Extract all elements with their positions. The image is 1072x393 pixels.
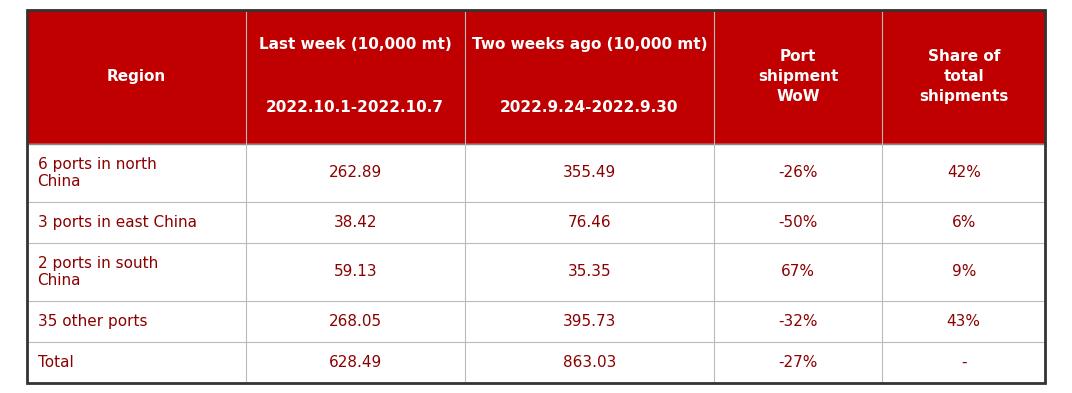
Text: 42%: 42% [947, 165, 981, 180]
Text: 628.49: 628.49 [329, 355, 382, 370]
Bar [27, 243, 1045, 301]
Text: 262.89: 262.89 [329, 165, 382, 180]
Text: -50%: -50% [778, 215, 818, 230]
Text: 268.05: 268.05 [329, 314, 382, 329]
Text: 2 ports in south
China: 2 ports in south China [38, 256, 158, 288]
Text: Total: Total [38, 355, 73, 370]
Text: 355.49: 355.49 [563, 165, 616, 180]
Text: Region: Region [106, 69, 166, 84]
Text: 6%: 6% [952, 215, 976, 230]
Bar [27, 342, 1045, 383]
Text: 2022.10.1-2022.10.7: 2022.10.1-2022.10.7 [266, 100, 444, 115]
Text: Port
shipment
WoW: Port shipment WoW [758, 50, 838, 104]
Text: -32%: -32% [778, 314, 818, 329]
Bar [27, 144, 1045, 202]
Text: 43%: 43% [947, 314, 981, 329]
Text: Share of
total
shipments: Share of total shipments [919, 50, 1009, 104]
Text: -: - [961, 355, 967, 370]
Text: Last week (10,000 mt): Last week (10,000 mt) [258, 37, 451, 52]
Bar [27, 202, 1045, 243]
Text: Two weeks ago (10,000 mt): Two weeks ago (10,000 mt) [472, 37, 708, 52]
Text: 38.42: 38.42 [333, 215, 377, 230]
Text: -26%: -26% [778, 165, 818, 180]
Text: 2022.9.24-2022.9.30: 2022.9.24-2022.9.30 [501, 100, 679, 115]
Text: 395.73: 395.73 [563, 314, 616, 329]
Text: 863.03: 863.03 [563, 355, 616, 370]
Text: 76.46: 76.46 [568, 215, 611, 230]
Text: 35.35: 35.35 [568, 264, 611, 279]
Bar [27, 301, 1045, 342]
Text: 3 ports in east China: 3 ports in east China [38, 215, 196, 230]
Text: -27%: -27% [778, 355, 818, 370]
Text: 9%: 9% [952, 264, 976, 279]
Text: 67%: 67% [781, 264, 815, 279]
Bar [27, 10, 1045, 144]
Text: 6 ports in north
China: 6 ports in north China [38, 156, 157, 189]
Text: 35 other ports: 35 other ports [38, 314, 147, 329]
Text: 59.13: 59.13 [333, 264, 377, 279]
